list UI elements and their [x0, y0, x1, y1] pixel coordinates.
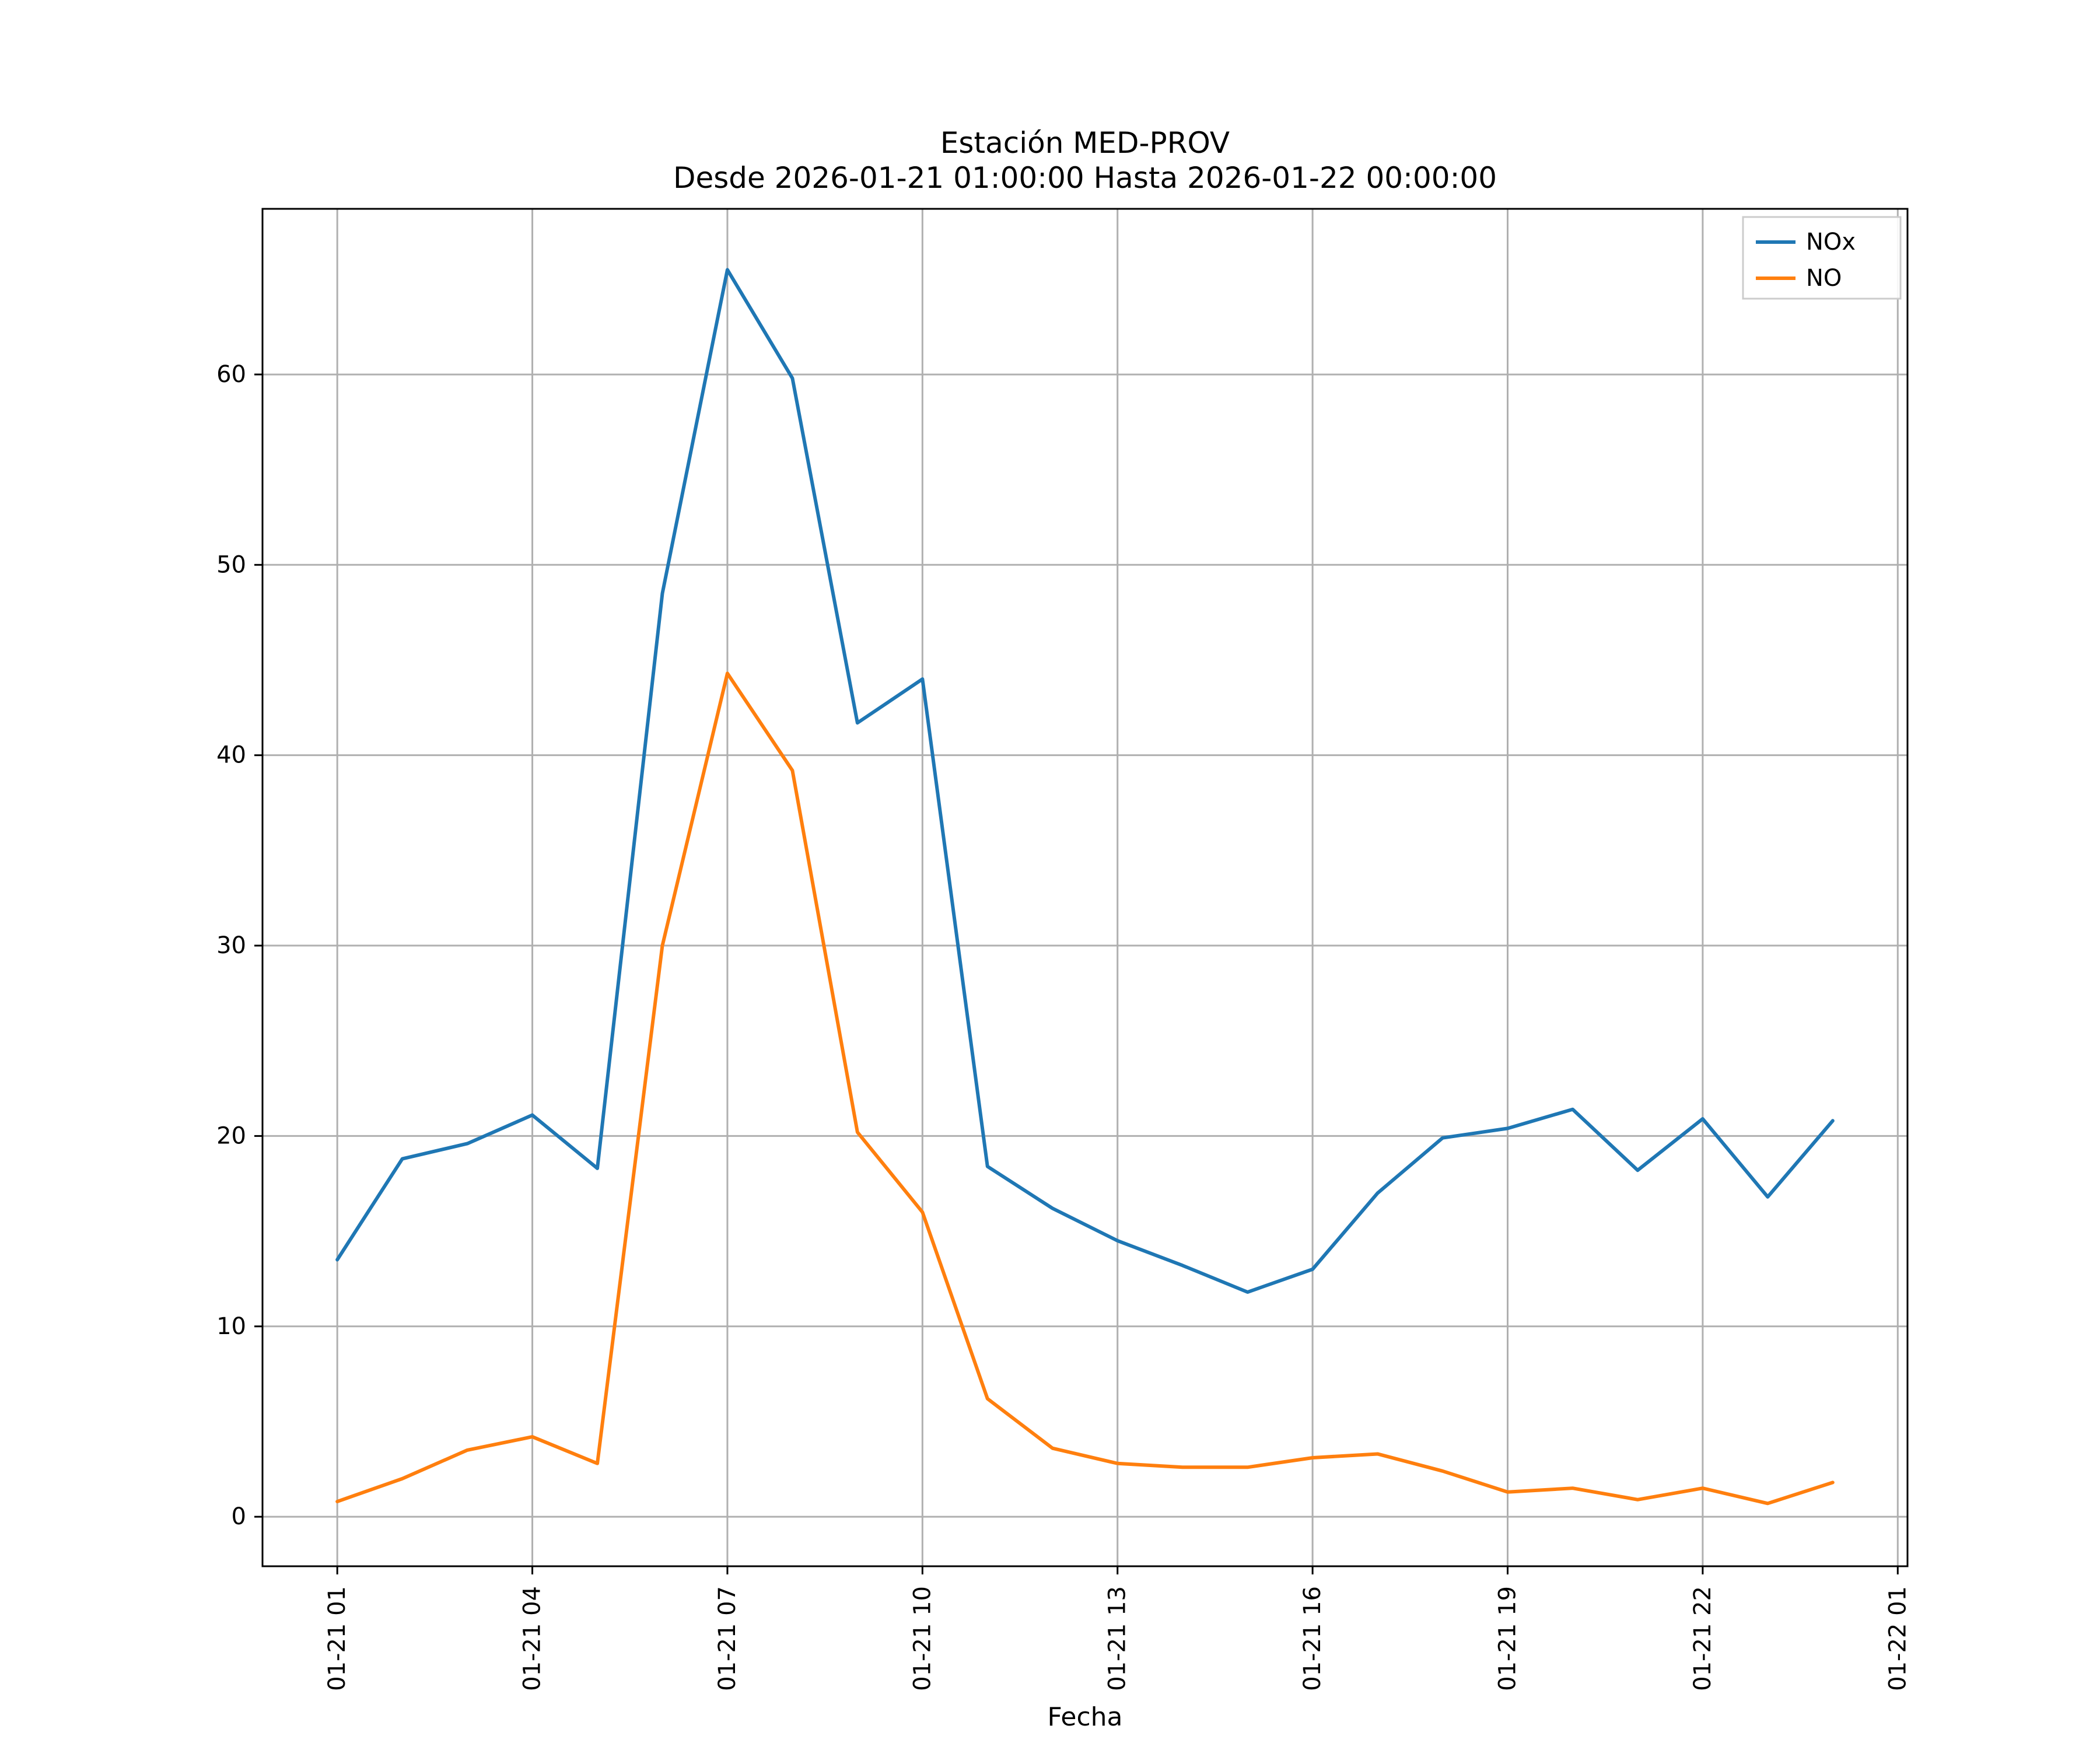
axes — [261, 208, 1909, 1567]
legend-box — [1742, 216, 1902, 300]
data-series — [335, 268, 1835, 1506]
chart-title-line1: Estación MED-PROV — [940, 126, 1230, 160]
x-tick-label: 01-21 10 — [909, 1586, 936, 1691]
y-tick-label: 10 — [216, 1313, 246, 1340]
y-tick-label: 20 — [216, 1122, 246, 1149]
x-tick-label: 01-21 19 — [1494, 1586, 1521, 1691]
x-tick-label: 01-21 22 — [1689, 1586, 1716, 1691]
plot-border — [261, 208, 1909, 1567]
legend-no-label: NO — [1806, 265, 1842, 292]
y-tick-label: 30 — [216, 932, 246, 959]
x-axis-label: Fecha — [1047, 1702, 1122, 1732]
y-tick-label: 60 — [216, 361, 246, 388]
y-tick-label: 40 — [216, 742, 246, 769]
y-tick-label: 0 — [232, 1503, 246, 1530]
y-tick-label: 50 — [216, 551, 246, 578]
x-tick-label: 01-21 04 — [519, 1586, 546, 1691]
tick-labels: 01-21 01 01-21 04 01-21 07 01-21 10 01-21 13… — [216, 361, 1911, 1691]
gridlines — [262, 209, 1908, 1566]
nox-line — [335, 268, 1835, 1294]
x-tick-label: 01-21 01 — [324, 1586, 351, 1691]
legend-nox-label: NOx — [1806, 229, 1856, 256]
no-line — [335, 671, 1835, 1506]
x-tick-label: 01-21 07 — [714, 1586, 741, 1691]
x-tick-label: 01-21 13 — [1104, 1586, 1131, 1691]
legend: NOx NO — [1742, 216, 1902, 300]
chart-title-line2: Desde 2026-01-21 01:00:00 Hasta 2026-01-… — [673, 161, 1497, 195]
x-tick-label: 01-21 16 — [1299, 1586, 1326, 1691]
x-tick-label: 01-22 01 — [1884, 1586, 1911, 1691]
